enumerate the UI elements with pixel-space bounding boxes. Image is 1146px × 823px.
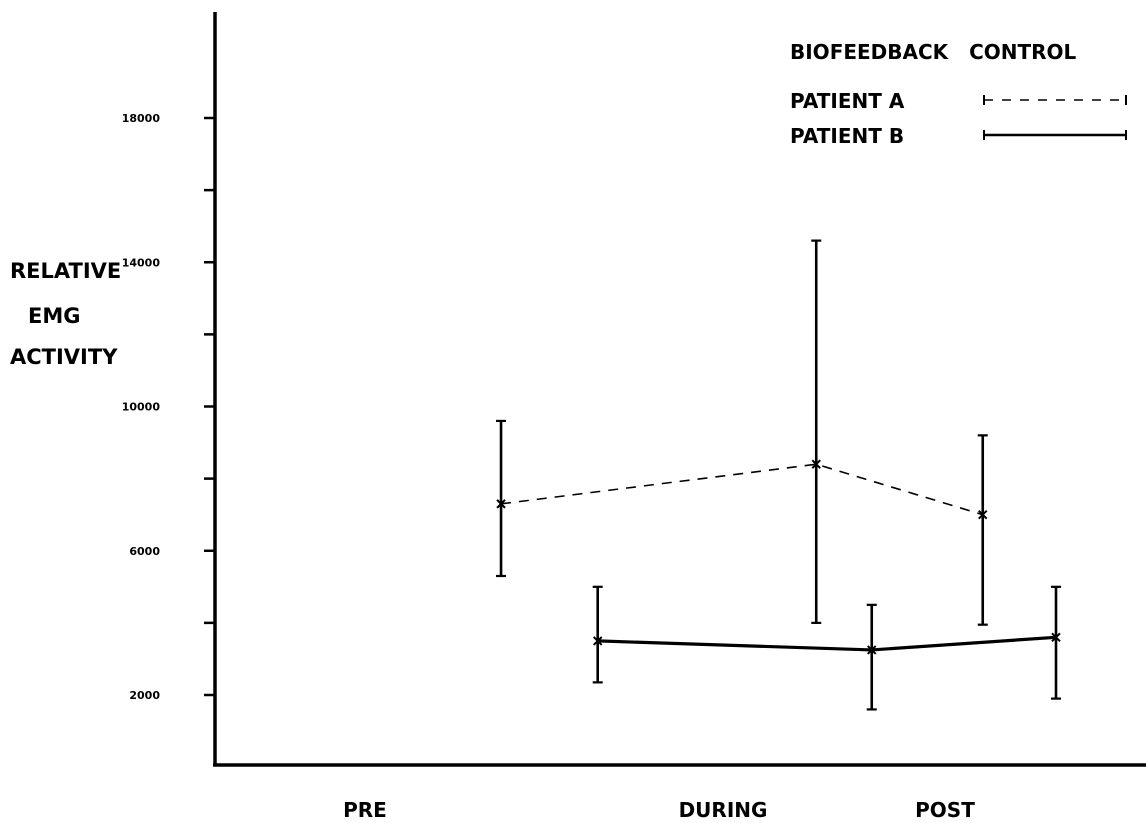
y-tick-label: 2000 [129,689,160,702]
y-tick-label: 14000 [122,256,161,269]
y-axis-label-line-2: EMG [28,304,80,328]
y-ticks: 2000 6000 10000 14000 18000 [122,112,215,702]
series-patient-b [592,585,1061,711]
data-point-marker [867,645,877,655]
axes [213,12,1146,767]
data-point-marker [978,509,988,520]
y-tick-label: 6000 [129,545,160,558]
legend-label: PATIENT A [790,89,905,113]
x-category-label: DURING [679,798,768,822]
x-categories: PRE DURING POST [343,798,975,822]
legend: BIOFEEDBACK CONTROL PATIENT A PATIENT B [790,40,1127,148]
legend-title: BIOFEEDBACK CONTROL [790,40,1077,64]
data-point-marker [1051,632,1061,643]
series-line [597,635,1057,652]
data-series [496,239,1061,711]
y-axis-label-line-1: RELATIVE [10,259,121,283]
data-point-marker [811,459,821,469]
series-patient-a [496,239,988,626]
y-tick-label: 18000 [122,112,161,125]
x-category-label: POST [915,798,975,822]
data-point-marker [592,636,603,646]
series-line [500,463,983,516]
y-axis-label-line-3: ACTIVITY [10,345,118,369]
legend-label: PATIENT B [790,124,904,148]
y-tick-label: 10000 [122,401,161,414]
y-axis-label: RELATIVE EMG ACTIVITY [10,259,121,369]
data-point-marker [496,499,506,509]
x-category-label: PRE [343,798,387,822]
